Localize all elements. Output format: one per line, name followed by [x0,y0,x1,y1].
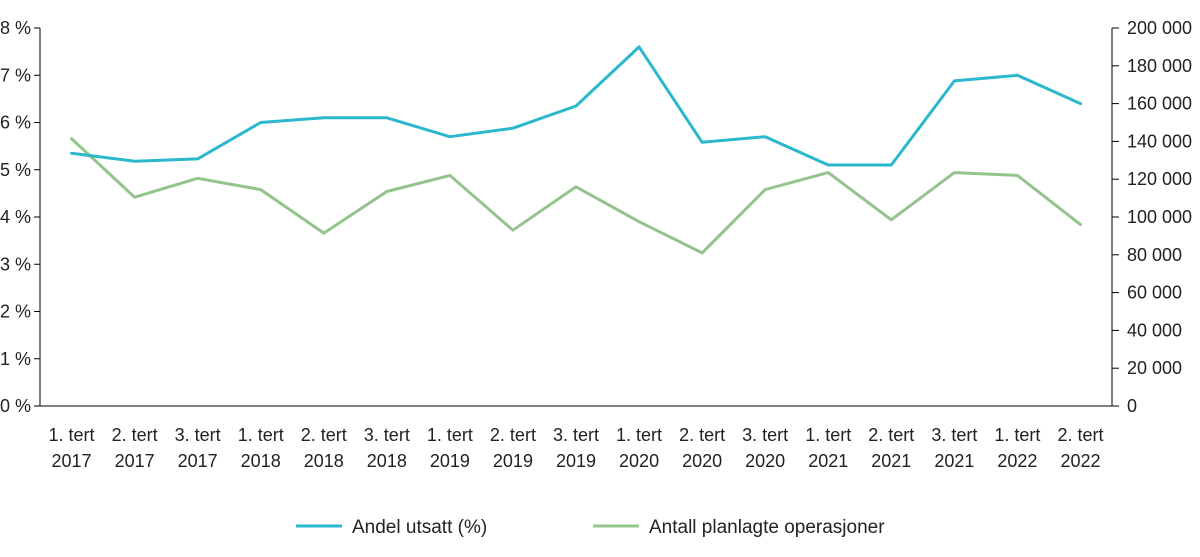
x-axis-ticks: 1. tert 2017 2. tert 2017 3. tert 2017 1. tert… [49,425,1104,471]
left-tick-label: 2 % [0,302,31,322]
legend-label: Andel utsatt (%) [352,517,487,538]
right-tick-label: 160 000 [1127,94,1192,114]
x-tick-label-year: 2020 [682,451,722,471]
x-tick-label-year: 2019 [430,451,470,471]
right-tick-label: 0 [1127,396,1137,416]
right-axis-ticks: 0 20 000 40 000 60 000 80 000 100 000 120 000 1… [1112,18,1192,416]
x-tick-label-period: 3. tert [553,425,599,445]
x-tick-label-year: 2017 [52,451,92,471]
x-tick-label-year: 2018 [241,451,281,471]
right-tick-label: 100 000 [1127,207,1192,227]
x-tick-label-period: 2. tert [490,425,536,445]
x-tick-label-period: 1. tert [49,425,95,445]
legend: Andel utsatt (%) Antall planlagte operasj… [296,517,885,538]
x-tick-label-period: 2. tert [868,425,914,445]
x-tick-label-period: 3. tert [364,425,410,445]
x-tick-label-period: 2. tert [301,425,347,445]
right-tick-label: 80 000 [1127,245,1182,265]
left-tick-label: 6 % [0,113,31,133]
series-line-andel-utsatt [70,45,1082,167]
x-tick-label-period: 2. tert [679,425,725,445]
right-tick-label: 140 000 [1127,131,1192,151]
right-tick-label: 200 000 [1127,18,1192,38]
right-tick-label: 40 000 [1127,320,1182,340]
left-tick-label: 0 % [0,396,31,416]
x-tick-label-year: 2019 [493,451,533,471]
x-tick-label-period: 1. tert [994,425,1040,445]
x-tick-label-year: 2021 [934,451,974,471]
left-tick-label: 4 % [0,207,31,227]
x-tick-label-year: 2021 [871,451,911,471]
x-tick-label-period: 1. tert [427,425,473,445]
left-tick-label: 5 % [0,160,31,180]
x-tick-label-period: 3. tert [931,425,977,445]
x-tick-label-period: 2. tert [1057,425,1103,445]
x-tick-label-year: 2020 [619,451,659,471]
x-tick-label-period: 2. tert [112,425,158,445]
left-tick-label: 1 % [0,349,31,369]
legend-label: Antall planlagte operasjoner [649,517,885,538]
series-line-antall-planlagte-operasjoner [70,137,1082,255]
right-tick-label: 120 000 [1127,169,1192,189]
x-tick-label-period: 1. tert [238,425,284,445]
x-tick-label-year: 2018 [304,451,344,471]
x-tick-label-year: 2017 [115,451,155,471]
x-tick-label-year: 2019 [556,451,596,471]
left-axis-ticks: 0 % 1 % 2 % 3 % 4 % 5 % 6 % 7 % 8 % [0,18,40,416]
x-tick-label-year: 2020 [745,451,785,471]
left-tick-label: 8 % [0,18,31,38]
right-tick-label: 180 000 [1127,56,1192,76]
x-tick-label-period: 3. tert [175,425,221,445]
left-tick-label: 7 % [0,65,31,85]
x-tick-label-year: 2017 [178,451,218,471]
series-layer [70,45,1082,255]
x-tick-label-year: 2022 [1060,451,1100,471]
x-tick-label-year: 2021 [808,451,848,471]
x-tick-label-year: 2018 [367,451,407,471]
right-tick-label: 60 000 [1127,283,1182,303]
right-tick-label: 20 000 [1127,358,1182,378]
x-tick-label-period: 3. tert [742,425,788,445]
x-tick-label-period: 1. tert [805,425,851,445]
left-tick-label: 3 % [0,254,31,274]
x-tick-label-period: 1. tert [616,425,662,445]
x-tick-label-year: 2022 [997,451,1037,471]
